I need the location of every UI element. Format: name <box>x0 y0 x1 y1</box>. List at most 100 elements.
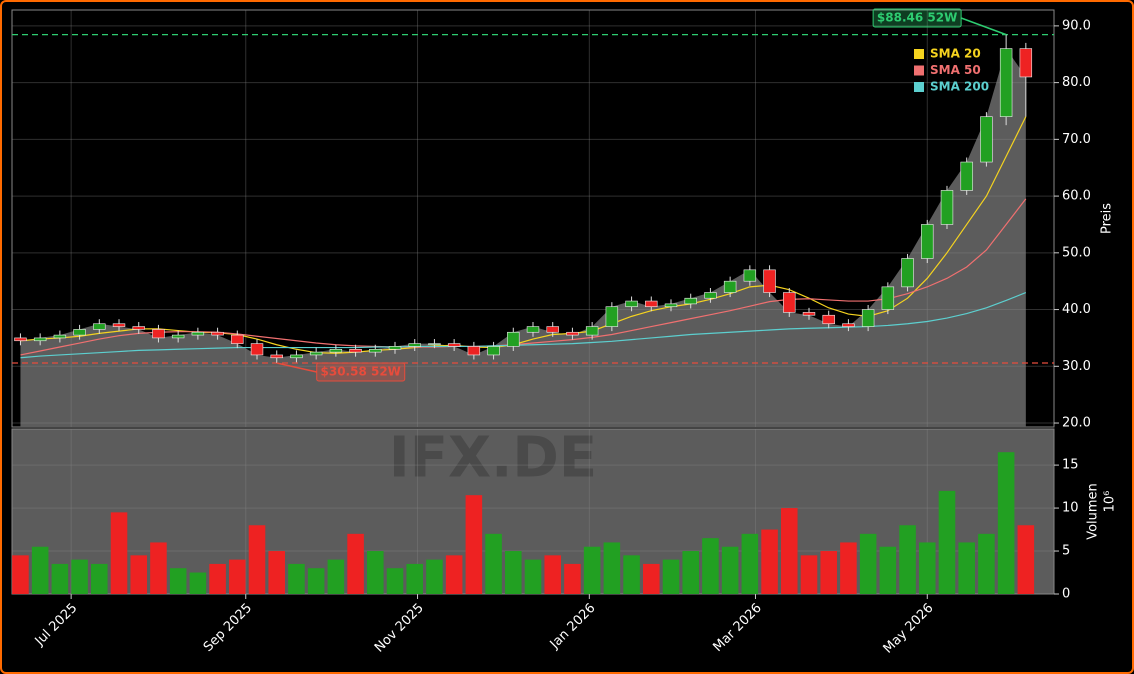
volume-bar <box>327 559 345 594</box>
candle <box>980 112 993 167</box>
y-tick-label: 90.0 <box>1062 18 1091 33</box>
candle <box>802 307 816 320</box>
volume-bar <box>91 563 108 594</box>
candle-body <box>93 323 106 330</box>
candle <box>33 333 47 346</box>
volume-bar <box>367 551 384 594</box>
candle <box>132 322 145 334</box>
candle-body <box>270 354 283 359</box>
candle-body <box>960 161 973 191</box>
candle-body <box>73 329 86 336</box>
candle <box>112 319 126 332</box>
y-tick-label: 70.0 <box>1062 132 1091 147</box>
watermark: IFX.DE <box>389 426 597 491</box>
candle <box>566 327 579 340</box>
y-tick-label: 50.0 <box>1062 245 1091 260</box>
candle-body <box>861 309 875 327</box>
candle <box>487 341 500 360</box>
candle <box>447 339 461 351</box>
sma-line <box>20 198 1027 356</box>
volume-bar <box>71 559 88 594</box>
candle <box>14 333 27 346</box>
legend-swatch <box>914 65 924 76</box>
candle <box>585 322 599 340</box>
volume-bar <box>248 525 266 594</box>
candle-body <box>112 323 126 327</box>
candle-body <box>369 348 382 353</box>
candle-body <box>152 329 165 339</box>
x-tick-label: Mar 2026 <box>711 601 765 655</box>
candle-body <box>507 331 520 347</box>
candle <box>743 265 757 286</box>
y-tick-label: 30.0 <box>1062 359 1091 374</box>
annotation-label: $30.58 52W <box>321 365 401 379</box>
candle-body <box>802 312 816 316</box>
candle <box>250 339 264 360</box>
sma-line <box>20 291 1027 359</box>
volume-bar <box>347 533 364 594</box>
volume-bar <box>643 563 660 594</box>
candle-body <box>605 306 619 327</box>
volume-bar <box>840 542 857 594</box>
candle <box>605 302 619 332</box>
candle-body <box>901 258 914 288</box>
candle <box>625 296 638 312</box>
candle-body <box>132 326 145 330</box>
volume-bar <box>12 555 29 594</box>
y-tick-label: 15 <box>1062 458 1079 473</box>
legend-label: SMA 50 <box>930 63 981 77</box>
candle <box>723 276 737 298</box>
volume-bar <box>209 563 226 594</box>
candle-body <box>487 346 500 356</box>
volume-bar <box>702 538 719 594</box>
candle-body <box>566 331 579 336</box>
price-area <box>20 48 1026 428</box>
volume-bar <box>130 555 148 594</box>
candle <box>645 296 658 312</box>
volume-bar <box>288 563 305 594</box>
volume-bar <box>623 555 640 594</box>
volume-bar <box>485 533 502 594</box>
candle-body <box>191 331 205 336</box>
volume-bar <box>426 559 443 594</box>
candle-body <box>33 337 47 342</box>
candle <box>152 324 165 343</box>
candle-body <box>743 269 757 282</box>
legend-label: SMA 20 <box>930 47 981 61</box>
y-tick-label: 80.0 <box>1062 75 1091 90</box>
candle-body <box>999 48 1013 117</box>
y-tick-label: 5 <box>1062 544 1070 559</box>
volume-bar <box>662 559 680 594</box>
volume-bar <box>721 546 739 594</box>
candle <box>408 339 421 351</box>
candle-body <box>546 326 559 333</box>
candle-body <box>625 300 638 308</box>
volume-bar <box>51 563 69 594</box>
candle <box>231 330 244 349</box>
candle <box>369 344 382 357</box>
candle <box>290 350 303 363</box>
candle <box>428 339 441 349</box>
candle <box>763 265 776 298</box>
candle-body <box>980 116 993 163</box>
candle-body <box>231 334 244 344</box>
x-tick-label: May 2026 <box>881 601 937 657</box>
volume-bar <box>268 551 286 594</box>
candle <box>53 330 67 343</box>
y-tick-label: 60.0 <box>1062 189 1091 204</box>
candle <box>861 305 875 332</box>
candle <box>526 322 540 337</box>
volume-bar <box>918 542 936 594</box>
candle-body <box>723 280 737 293</box>
volume-bar <box>445 555 463 594</box>
volume-bar <box>879 546 897 594</box>
volume-bar <box>820 551 837 594</box>
candle-body <box>822 314 835 325</box>
annotation-label: $88.46 52W <box>877 11 957 25</box>
candle-body <box>428 343 441 345</box>
x-tick-label: Jul 2025 <box>32 601 81 650</box>
annotation-arrow <box>276 362 317 373</box>
candle <box>704 288 717 303</box>
annotation-box <box>316 362 406 382</box>
